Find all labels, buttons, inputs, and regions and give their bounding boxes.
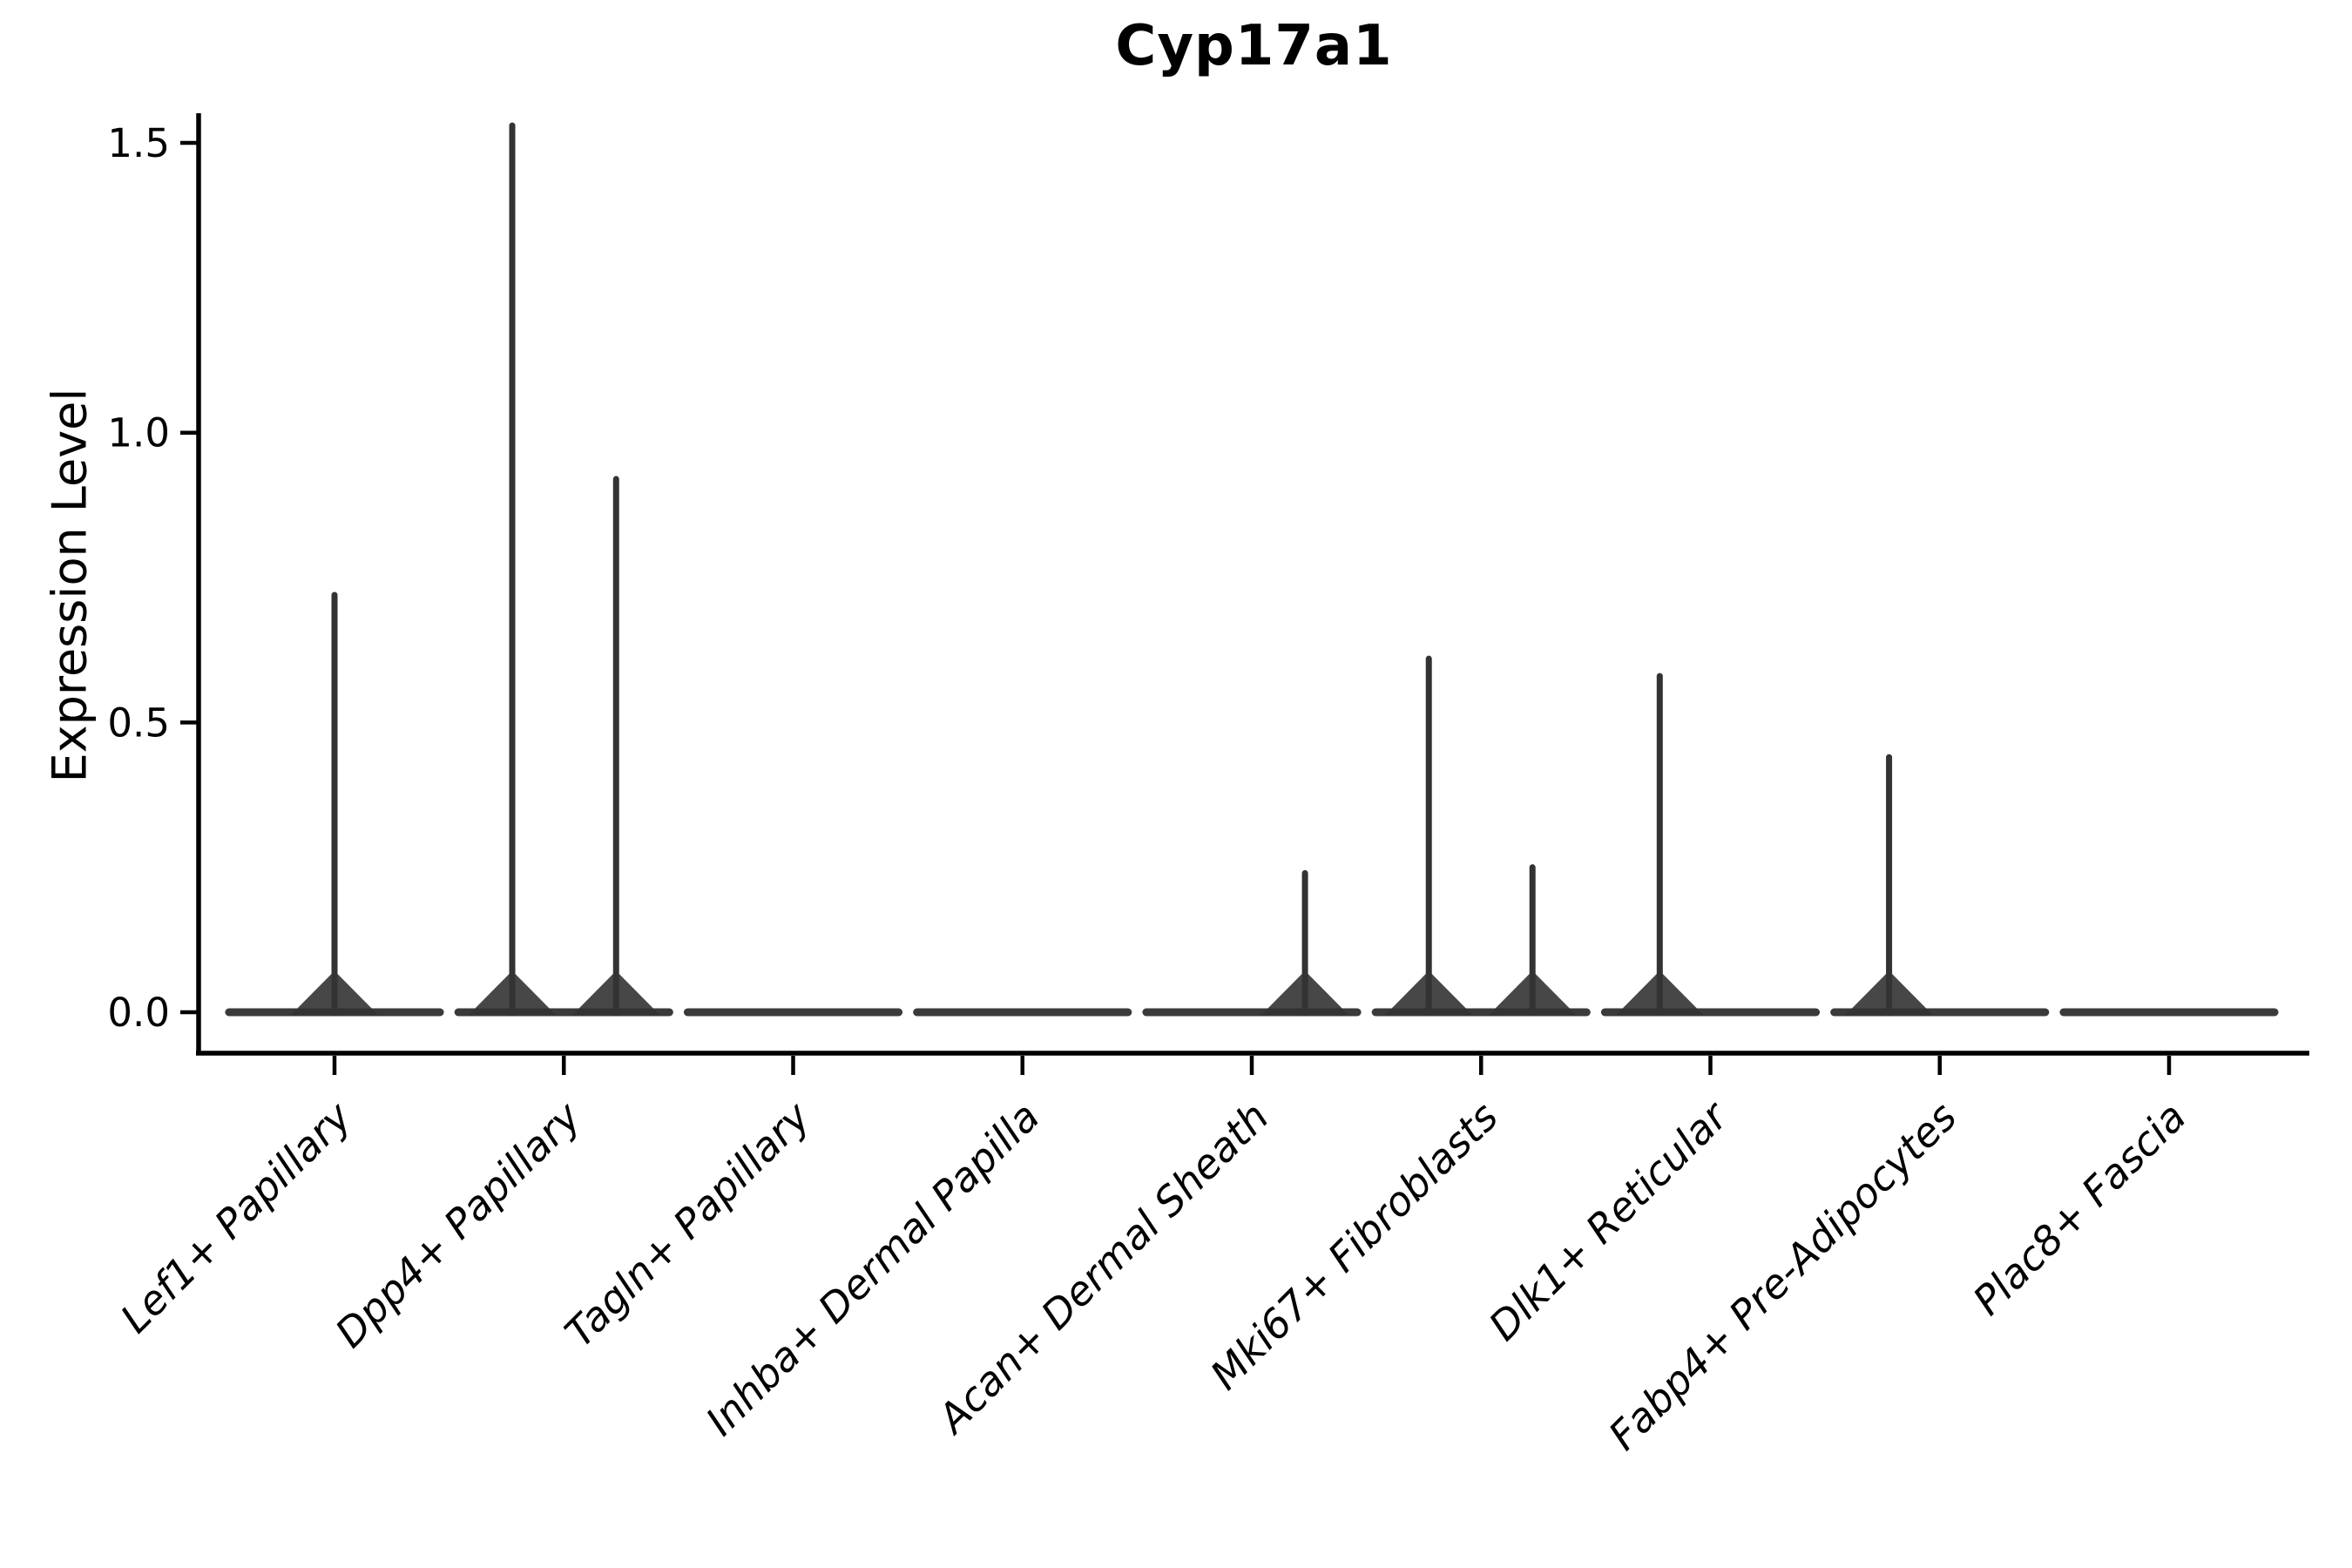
x-category-label: Dlk1+ Reticular [1480, 1091, 1739, 1349]
y-tick-label: 1.5 [107, 120, 170, 166]
x-category-label: Plac8+ Fascia [1963, 1093, 2194, 1324]
y-tick-label: 0.5 [107, 700, 170, 746]
chart-title: Cyp17a1 [1115, 14, 1393, 78]
x-category-label: Lef1+ Papillary [112, 1092, 361, 1342]
y-tick-label: 1.0 [107, 410, 170, 456]
x-category-label: Dpp4+ Papillary [326, 1092, 590, 1356]
x-category-label: Tagln+ Papillary [556, 1092, 820, 1356]
y-tick-label: 0.0 [107, 990, 170, 1036]
